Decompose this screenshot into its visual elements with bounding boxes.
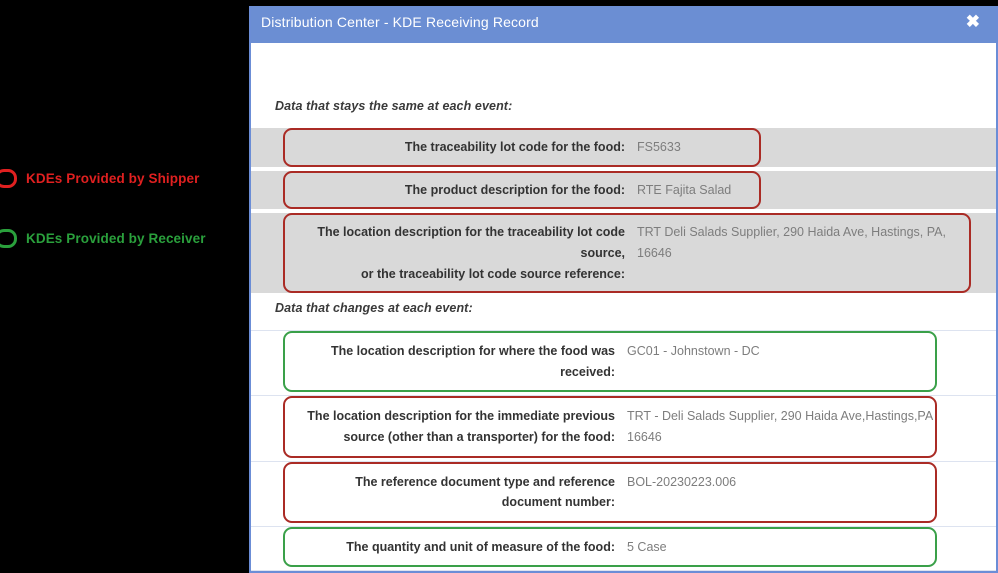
legend-item-receiver-label: KDEs Provided by Receiver	[26, 230, 206, 246]
legend-item-receiver: KDEs Provided by Receiver	[0, 220, 240, 256]
close-icon[interactable]: ✖	[965, 12, 980, 31]
kde-value: TRT Deli Salads Supplier, 290 Haida Ave,…	[637, 225, 946, 260]
kde-label: The location description for where the f…	[330, 344, 615, 379]
kde-row: The traceability lot code for the food: F…	[251, 128, 996, 167]
kde-rows-dynamic: The location description for where the f…	[251, 330, 996, 571]
kde-rows-static: The traceability lot code for the food: F…	[251, 128, 996, 297]
kde-label: The traceability lot code for the food:	[404, 140, 625, 154]
kde-row-content: The product description for the food: RTE…	[251, 171, 996, 210]
circle-outline-icon	[0, 168, 17, 188]
kde-row: The location description for the traceab…	[251, 213, 996, 294]
kde-value: TRT - Deli Salads Supplier, 290 Haida Av…	[627, 409, 934, 444]
kde-row-content: The quantity and unit of measure of the …	[251, 527, 996, 568]
kde-label: The product description for the food:	[404, 182, 625, 197]
kde-value: 5 Case	[627, 539, 667, 554]
kde-label: The reference document type and referenc…	[355, 474, 615, 510]
circle-outline-icon	[0, 228, 17, 248]
kde-row: The product description for the food: RTE…	[251, 170, 996, 210]
legend-item-shipper: KDEs Provided by Shipper	[0, 160, 240, 196]
kde-label: The quantity and unit of measure of the …	[346, 539, 615, 554]
dialog-title-bar: Distribution Center - KDE Receiving Reco…	[251, 6, 996, 38]
kde-value: FS5633	[637, 140, 681, 154]
section-title-static: Data that stays the same at each event:	[275, 99, 513, 113]
section-title-dynamic: Data that changes at each event:	[275, 301, 473, 315]
kde-row: The location description for where the f…	[251, 330, 996, 393]
legend-item-shipper-label: KDEs Provided by Shipper	[26, 170, 200, 186]
kde-row-content: The location description for the traceab…	[251, 213, 996, 293]
kde-value: BOL-20230223.006	[627, 474, 737, 489]
kde-row-content: The location description for the immedia…	[251, 396, 996, 457]
kde-row: The quantity and unit of measure of the …	[251, 525, 996, 568]
kde-row-content: The reference document type and referenc…	[251, 462, 996, 523]
kde-receiving-record-dialog: Distribution Center - KDE Receiving Reco…	[249, 6, 998, 573]
kde-row: The location description for the immedia…	[251, 395, 996, 458]
kde-row: The reference document type and referenc…	[251, 460, 996, 523]
kde-value: RTE Fajita Salad	[637, 182, 732, 197]
dialog-body: Data that stays the same at each event: …	[251, 43, 996, 571]
kde-value: GC01 - Johnstown - DC	[627, 344, 760, 358]
title-bar-underline	[251, 38, 996, 43]
kde-row-content: The traceability lot code for the food: F…	[251, 128, 996, 167]
kde-label: The location description for the immedia…	[307, 409, 615, 444]
kde-row-content: The location description for where the f…	[251, 331, 996, 392]
kde-row: The date the food was received:02/23/202…	[251, 570, 996, 571]
kde-label: The location description for the traceab…	[317, 225, 625, 281]
page-title: Distribution Center - KDE Receiving Reco…	[261, 13, 539, 30]
legend: KDEs Provided by Shipper KDEs Provided b…	[0, 160, 240, 280]
